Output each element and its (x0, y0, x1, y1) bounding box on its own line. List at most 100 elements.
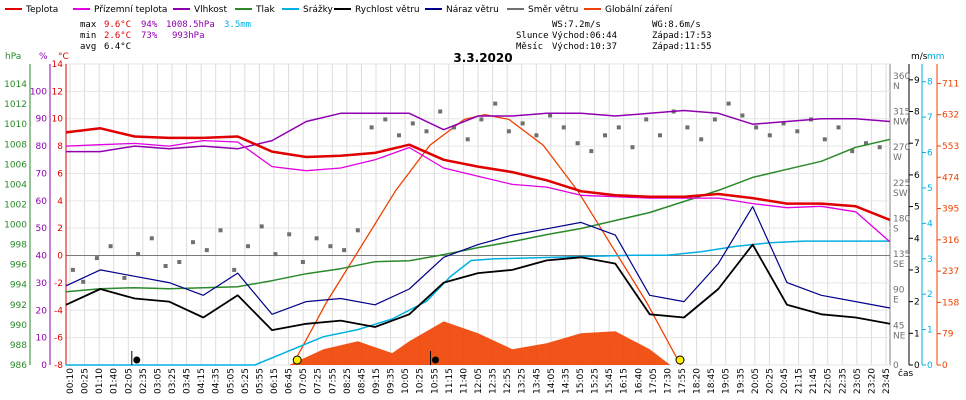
mm-tick-label: 8 (927, 78, 933, 88)
stat-min-temp: 2.6°C (104, 31, 131, 41)
sun-label: Slunce (516, 31, 549, 41)
wind-direction-point (328, 244, 333, 249)
legend-label: Náraz větru (446, 5, 499, 15)
wind-direction-point (534, 133, 539, 138)
hpa-tick-label: 1000 (4, 221, 27, 231)
hpa-tick-label: 1014 (4, 80, 27, 90)
x-tick-label: 10:05 (401, 368, 411, 394)
x-tick-label: 12:05 (474, 368, 484, 394)
ms-tick-label: 2 (914, 298, 920, 308)
x-tick-label: 07:05 (299, 368, 309, 394)
wind-direction-point (438, 109, 443, 114)
left-axes: -8-6-4-202468101214986988990992994996998… (4, 60, 67, 371)
dir-tick-label: 225 (893, 179, 910, 189)
pct-tick-label: 90 (36, 115, 48, 125)
ms-tick-label: 0 (914, 361, 920, 371)
wind-direction-point (520, 121, 525, 126)
ms-tick-label: 3 (914, 266, 920, 276)
wind-direction-point (630, 145, 635, 150)
x-tick-label: 03:05 (153, 368, 163, 394)
x-tick-label: 23:20 (867, 368, 877, 394)
legend-label: Přízemní teplota (94, 5, 167, 15)
wind-direction-point (616, 125, 621, 130)
wind-direction-point (70, 267, 75, 272)
x-tick-label: 14:35 (561, 368, 571, 394)
wind-direction-point (822, 137, 827, 142)
legend-item-teplota: Teplota (5, 5, 58, 15)
dir-tick-compass: N (893, 82, 900, 92)
right-axes: 045NE90E135SE180S225SW270W315NW360N01234… (893, 64, 959, 371)
x-tick-label: 10:25 (416, 368, 426, 394)
wind-direction-point (232, 267, 237, 272)
x-tick-label: 02:35 (139, 368, 149, 394)
wind-direction-point (836, 125, 841, 130)
dir-tick-compass: NW (893, 117, 909, 127)
stat-avg-label: avg (80, 42, 96, 52)
stat-max-press: 1008.5hPa (166, 20, 215, 30)
chart-marks (65, 101, 891, 366)
dir-tick-compass: E (893, 296, 899, 306)
dir-tick-label: 270 (893, 143, 910, 153)
axis-unit-pct: % (39, 52, 48, 62)
wind-direction-point (548, 113, 553, 118)
series-rychlost-vetru (65, 243, 891, 332)
x-tick-label: 23:45 (882, 368, 892, 394)
x-tick-label: 01:40 (110, 368, 120, 394)
x-tick-label: 10:55 (430, 368, 440, 394)
mm-tick-label: 2 (927, 290, 933, 300)
wind-direction-point (465, 137, 470, 142)
mm-tick-label: 3 (927, 255, 933, 265)
wind-direction-point (259, 224, 264, 229)
legend-item-smer-vetru: Směr větru (507, 5, 578, 15)
dir-tick-compass: SE (893, 260, 905, 270)
dir-tick-compass: SW (893, 189, 908, 199)
legend-item-tlak: Tlak (235, 5, 276, 15)
wind-direction-point (300, 260, 305, 264)
temp-tick-label: -6 (54, 334, 63, 344)
hpa-tick-label: 992 (10, 301, 27, 311)
ms-tick-label: 5 (914, 203, 920, 213)
x-tick-label: 07:25 (314, 368, 324, 394)
wind-direction-point (877, 145, 882, 150)
x-tick-label: 20:25 (765, 368, 775, 394)
dir-tick-label: 180 (893, 214, 910, 224)
temp-tick-label: -8 (54, 361, 63, 371)
x-tick-label: 00:25 (81, 368, 91, 394)
series-prizemni-teplota (65, 139, 891, 243)
wind-direction-point (767, 133, 772, 138)
axis-unit-time: čas (898, 368, 913, 379)
series-srazky (66, 240, 890, 366)
x-tick-label: 11:40 (459, 368, 469, 394)
wind-direction-point (424, 129, 429, 134)
x-tick-label: 06:45 (285, 368, 295, 394)
x-tick-label: 20:05 (751, 368, 761, 394)
wind-direction-point (740, 113, 745, 118)
mm-tick-label: 6 (927, 149, 933, 159)
x-tick-label: 17:55 (678, 368, 688, 394)
legend-label: Globální záření (605, 5, 673, 15)
dir-tick-label: 0 (893, 361, 899, 371)
wm2-tick-label: 79 (942, 330, 954, 340)
legend-label: Vlhkost (194, 5, 227, 15)
x-tick-label: 15:05 (576, 368, 586, 394)
x-tick-label: 08:25 (343, 368, 353, 394)
x-tick-label: 07:55 (328, 368, 338, 394)
hpa-tick-label: 990 (10, 321, 27, 331)
x-tick-label: 22:05 (824, 368, 834, 394)
wind-direction-point (369, 125, 374, 130)
pct-tick-label: 30 (36, 279, 48, 289)
stat-max-rain: 3.5mm (224, 20, 251, 30)
legend-item-vlhkost: Vlhkost (173, 5, 227, 15)
x-tick-label: 05:05 (226, 368, 236, 394)
moon-set: Západ:11:55 (652, 42, 712, 52)
x-tick-label: 05:25 (241, 368, 251, 394)
pct-tick-label: 20 (36, 306, 48, 316)
moon-marker (432, 356, 439, 364)
hpa-tick-label: 1008 (4, 140, 27, 150)
hpa-tick-label: 998 (10, 241, 27, 251)
wind-direction-point (712, 117, 717, 122)
temp-tick-label: 14 (52, 60, 64, 70)
wind-direction-point (94, 256, 99, 261)
legend: Teplota Přízemní teplota Vlhkost Tlak Sr… (5, 5, 673, 15)
wind-direction-point (246, 244, 250, 249)
